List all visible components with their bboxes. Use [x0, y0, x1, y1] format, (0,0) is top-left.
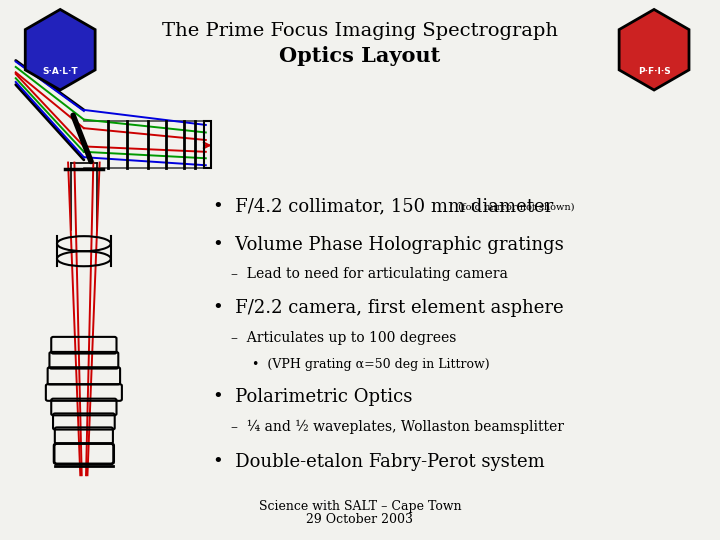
Text: Science with SALT – Cape Town: Science with SALT – Cape Town [258, 500, 462, 513]
Text: –  Articulates up to 100 degrees: – Articulates up to 100 degrees [231, 330, 456, 345]
Text: –  Lead to need for articulating camera: – Lead to need for articulating camera [231, 267, 508, 281]
Text: P·F·I·S: P·F·I·S [638, 68, 670, 76]
Polygon shape [619, 9, 689, 90]
Text: –  ¼ and ½ waveplates, Wollaston beamsplitter: – ¼ and ½ waveplates, Wollaston beamspli… [231, 420, 564, 434]
Text: •  (VPH grating α=50 deg in Littrow): • (VPH grating α=50 deg in Littrow) [253, 357, 490, 370]
Text: S·A·L·T: S·A·L·T [42, 68, 78, 76]
Text: •  Polarimetric Optics: • Polarimetric Optics [213, 388, 413, 406]
Text: 29 October 2003: 29 October 2003 [307, 514, 413, 526]
Text: •  Double-etalon Fabry-Perot system: • Double-etalon Fabry-Perot system [213, 453, 545, 471]
Text: (fold mirror not shown): (fold mirror not shown) [454, 202, 574, 211]
Text: •  F/2.2 camera, first element asphere: • F/2.2 camera, first element asphere [213, 299, 564, 316]
Text: •  F/4.2 collimator, 150 mm diameter: • F/4.2 collimator, 150 mm diameter [213, 198, 553, 215]
Polygon shape [25, 9, 95, 90]
Text: The Prime Focus Imaging Spectrograph: The Prime Focus Imaging Spectrograph [162, 22, 558, 40]
Text: Optics Layout: Optics Layout [279, 46, 441, 66]
Text: •  Volume Phase Holographic gratings: • Volume Phase Holographic gratings [213, 236, 564, 254]
Bar [204, 120, 211, 168]
